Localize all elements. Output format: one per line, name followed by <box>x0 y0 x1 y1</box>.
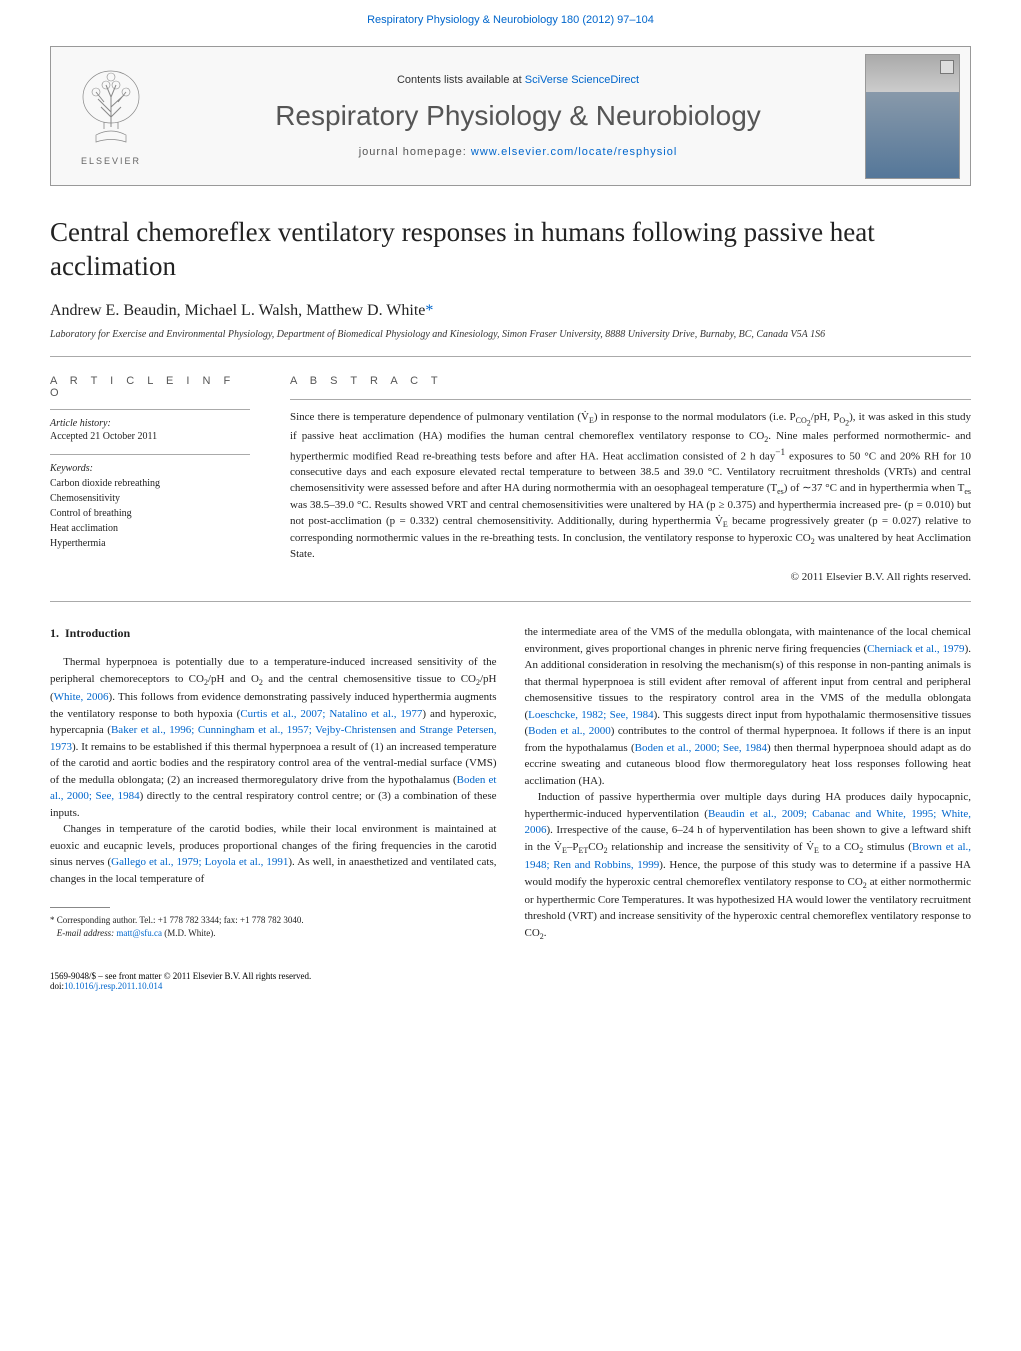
keyword-item: Carbon dioxide rebreathing <box>50 476 250 491</box>
abstract-copyright: © 2011 Elsevier B.V. All rights reserved… <box>290 571 971 583</box>
doi-line: doi:10.1016/j.resp.2011.10.014 <box>50 981 971 991</box>
abstract-text: Since there is temperature dependence of… <box>290 410 971 564</box>
journal-cover-thumbnail[interactable] <box>865 54 960 179</box>
keyword-item: Heat acclimation <box>50 521 250 536</box>
keyword-item: Hyperthermia <box>50 536 250 551</box>
journal-homepage-link[interactable]: www.elsevier.com/locate/resphysiol <box>471 146 677 158</box>
elsevier-label: ELSEVIER <box>81 156 141 166</box>
journal-title: Respiratory Physiology & Neurobiology <box>171 100 865 132</box>
divider <box>50 454 250 455</box>
journal-header-box: ELSEVIER Contents lists available at Sci… <box>50 46 971 186</box>
citation-link[interactable]: Cherniack et al., 1979 <box>867 643 964 655</box>
body-paragraph: Thermal hyperpnoea is potentially due to… <box>50 654 497 821</box>
corresponding-author-marker[interactable]: * <box>425 302 433 319</box>
keywords-list: Carbon dioxide rebreathing Chemosensitiv… <box>50 476 250 551</box>
citation-link[interactable]: Loeschcke, 1982; See, 1984 <box>528 709 653 721</box>
citation-link[interactable]: Boden et al., 2000 <box>528 725 611 737</box>
divider <box>50 601 971 602</box>
journal-citation-link[interactable]: Respiratory Physiology & Neurobiology 18… <box>367 14 654 26</box>
section-title: 1. Introduction <box>50 624 497 642</box>
article-history-label: Article history: <box>50 418 250 429</box>
bottom-metadata: 1569-9048/$ – see front matter © 2011 El… <box>50 971 971 991</box>
keywords-label: Keywords: <box>50 463 250 474</box>
body-paragraph: Induction of passive hyperthermia over m… <box>525 789 972 943</box>
citation-link[interactable]: Boden et al., 2000; See, 1984 <box>635 742 767 754</box>
article-info-heading: A R T I C L E I N F O <box>50 375 250 399</box>
footnote-separator <box>50 907 110 908</box>
body-paragraph: the intermediate area of the VMS of the … <box>525 624 972 789</box>
elsevier-logo[interactable]: ELSEVIER <box>51 46 171 186</box>
keyword-item: Control of breathing <box>50 506 250 521</box>
article-title: Central chemoreflex ventilatory response… <box>50 216 971 284</box>
divider <box>50 356 971 357</box>
body-paragraph: Changes in temperature of the carotid bo… <box>50 821 497 887</box>
right-column: the intermediate area of the VMS of the … <box>525 624 972 943</box>
citation-link[interactable]: Gallego et al., 1979; Loyola et al., 199… <box>111 856 288 868</box>
sciencedirect-link[interactable]: SciVerse ScienceDirect <box>525 74 639 86</box>
keyword-item: Chemosensitivity <box>50 491 250 506</box>
body-two-columns: 1. Introduction Thermal hyperpnoea is po… <box>50 624 971 943</box>
header-center: Contents lists available at SciVerse Sci… <box>171 74 865 158</box>
left-column: 1. Introduction Thermal hyperpnoea is po… <box>50 624 497 943</box>
corresponding-author-footnote: * Corresponding author. Tel.: +1 778 782… <box>50 914 497 939</box>
doi-link[interactable]: 10.1016/j.resp.2011.10.014 <box>64 981 162 991</box>
info-abstract-row: A R T I C L E I N F O Article history: A… <box>50 375 971 584</box>
affiliation: Laboratory for Exercise and Environmenta… <box>50 328 971 342</box>
article-info-column: A R T I C L E I N F O Article history: A… <box>50 375 250 584</box>
citation-link[interactable]: Curtis et al., 2007; Natalino et al., 19… <box>240 708 422 720</box>
divider <box>50 409 250 410</box>
elsevier-tree-icon <box>76 67 146 152</box>
citation-link[interactable]: White, 2006 <box>54 691 109 703</box>
page-header-citation: Respiratory Physiology & Neurobiology 18… <box>0 0 1021 46</box>
divider <box>290 399 971 400</box>
issn-line: 1569-9048/$ – see front matter © 2011 El… <box>50 971 971 981</box>
abstract-column: A B S T R A C T Since there is temperatu… <box>290 375 971 584</box>
abstract-heading: A B S T R A C T <box>290 375 971 387</box>
article-history-text: Accepted 21 October 2011 <box>50 431 250 442</box>
journal-homepage-line: journal homepage: www.elsevier.com/locat… <box>171 146 865 158</box>
email-link[interactable]: matt@sfu.ca <box>116 928 162 938</box>
authors-line: Andrew E. Beaudin, Michael L. Walsh, Mat… <box>50 302 971 320</box>
contents-available-line: Contents lists available at SciVerse Sci… <box>171 74 865 86</box>
